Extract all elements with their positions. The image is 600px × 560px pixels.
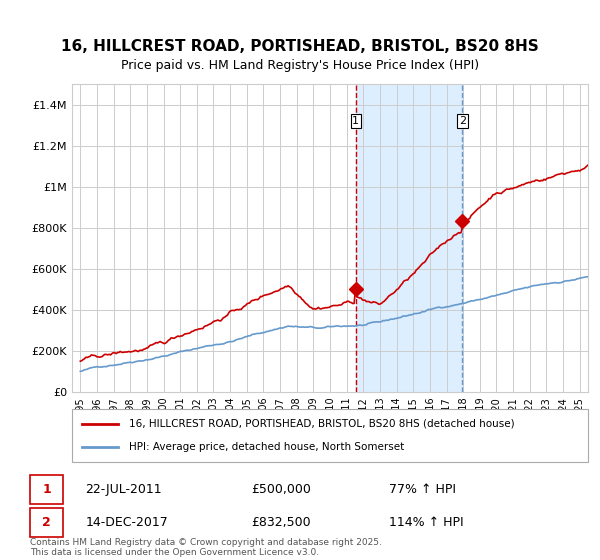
Text: Price paid vs. HM Land Registry's House Price Index (HPI): Price paid vs. HM Land Registry's House …: [121, 59, 479, 72]
Text: 2: 2: [42, 516, 51, 529]
Text: £832,500: £832,500: [251, 516, 310, 529]
FancyBboxPatch shape: [30, 507, 63, 536]
Text: 16, HILLCREST ROAD, PORTISHEAD, BRISTOL, BS20 8HS (detached house): 16, HILLCREST ROAD, PORTISHEAD, BRISTOL,…: [129, 419, 514, 429]
Text: 114% ↑ HPI: 114% ↑ HPI: [389, 516, 463, 529]
Text: 22-JUL-2011: 22-JUL-2011: [85, 483, 162, 496]
Text: £500,000: £500,000: [251, 483, 311, 496]
Text: 1: 1: [352, 116, 359, 126]
Text: 14-DEC-2017: 14-DEC-2017: [85, 516, 168, 529]
Text: 77% ↑ HPI: 77% ↑ HPI: [389, 483, 456, 496]
Text: HPI: Average price, detached house, North Somerset: HPI: Average price, detached house, Nort…: [129, 442, 404, 452]
Text: Contains HM Land Registry data © Crown copyright and database right 2025.
This d: Contains HM Land Registry data © Crown c…: [30, 538, 382, 557]
Text: 2: 2: [459, 116, 466, 126]
Text: 16, HILLCREST ROAD, PORTISHEAD, BRISTOL, BS20 8HS: 16, HILLCREST ROAD, PORTISHEAD, BRISTOL,…: [61, 39, 539, 54]
Bar: [356, 84, 463, 392]
Text: 1: 1: [42, 483, 51, 496]
FancyBboxPatch shape: [72, 409, 588, 462]
FancyBboxPatch shape: [30, 475, 63, 504]
